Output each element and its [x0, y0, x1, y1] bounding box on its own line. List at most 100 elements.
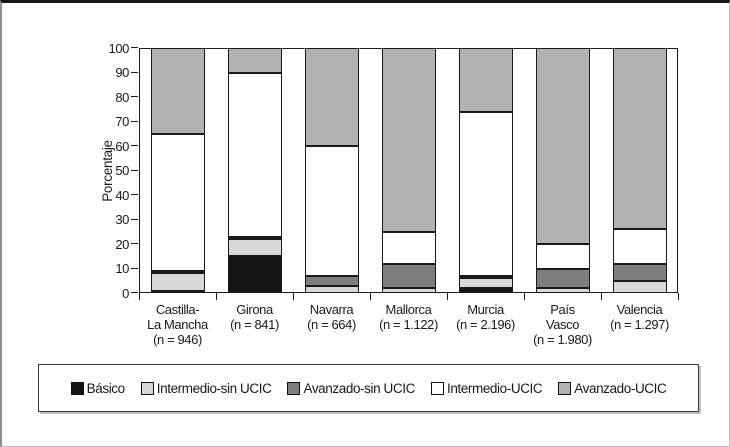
legend-entry: Intermedio-UCIC: [430, 380, 543, 396]
bar-6: [535, 48, 590, 293]
bar-segment: [458, 48, 513, 112]
x-axis-label-line: (n = 1.980): [533, 332, 592, 347]
y-axis-tick: [131, 145, 138, 146]
x-axis-label-line: (n = 841): [230, 317, 279, 332]
legend-entry: Avanzado-UCIC: [558, 380, 667, 396]
x-axis-tick: [677, 293, 679, 300]
bar-segment: [227, 72, 282, 237]
x-axis-tick: [600, 293, 602, 300]
x-axis-tick: [292, 293, 294, 300]
legend-label: Avanzado-UCIC: [574, 380, 667, 396]
y-axis-tick: [131, 292, 138, 293]
x-axis-category-label: Girona (n = 841): [200, 302, 310, 332]
y-axis-tick: [131, 267, 138, 269]
bar-segment: [535, 268, 590, 289]
y-axis-tick: [131, 169, 138, 171]
x-axis-category-label: País Vasco (n = 1.980): [508, 302, 618, 347]
x-axis-category-label: Murcia (n = 2.196): [431, 302, 541, 332]
plot-area: [139, 48, 678, 293]
x-axis-tick: [369, 293, 371, 300]
x-axis-category-label: Navarra (n = 664): [277, 302, 387, 332]
bar-segment: [381, 288, 436, 293]
bar-segment: [458, 111, 513, 276]
bar-2: [227, 48, 282, 293]
legend-entry: Básico: [70, 380, 126, 396]
x-axis-category-label: Mallorca (n = 1.122): [354, 302, 464, 332]
bar-segment: [304, 48, 359, 146]
bar-segment: [612, 229, 667, 264]
x-axis-label-line: La Mancha: [147, 317, 208, 332]
x-axis-label-line: Mallorca: [385, 302, 432, 317]
legend-label: Básico: [86, 380, 126, 396]
bar-segment: [612, 280, 667, 293]
y-axis-tick-label: 20: [115, 236, 129, 252]
bar-segment: [458, 278, 513, 289]
x-axis-label-line: (n = 946): [153, 332, 202, 347]
bar-segment: [458, 288, 513, 293]
x-axis-label-line: Murcia: [467, 302, 504, 317]
x-axis-label-line: País: [550, 302, 575, 317]
bar-segment: [227, 236, 282, 240]
x-axis-label-line: Navarra: [309, 302, 354, 317]
y-axis-tick-label: 0: [122, 285, 129, 301]
x-axis-tick: [523, 293, 525, 300]
bar-segment: [381, 48, 436, 232]
bar-7: [612, 48, 667, 293]
bar-segment: [227, 48, 282, 73]
y-axis-tick-label: 90: [115, 65, 129, 80]
x-axis-category-label: Valencia (n = 1.297): [585, 302, 695, 332]
legend-label: Intermedio-UCIC: [446, 380, 543, 396]
x-axis-label-line: Girona: [236, 302, 273, 317]
x-axis-tick: [446, 293, 448, 300]
y-axis-tick: [131, 194, 138, 195]
y-axis-tick-label: 10: [115, 261, 129, 276]
bar-segment: [150, 48, 205, 134]
legend-label: Intermedio-sin UCIC: [156, 380, 272, 396]
legend-swatch: [287, 381, 301, 395]
y-axis-tick: [131, 120, 138, 122]
bar-segment: [227, 239, 282, 257]
y-axis-tick-label: 50: [115, 163, 129, 178]
y-axis-tick: [131, 47, 138, 48]
bar-segment: [612, 263, 667, 281]
bar-segment: [304, 285, 359, 293]
y-axis-tick-label: 30: [115, 212, 129, 227]
bar-segment: [535, 48, 590, 244]
bar-segment: [535, 244, 590, 269]
y-axis-tick-label: 60: [115, 138, 129, 154]
bar-segment: [304, 146, 359, 276]
y-axis-tick-label: 80: [115, 89, 129, 105]
bar-segment: [381, 231, 436, 264]
x-axis-label-line: (n = 664): [307, 317, 356, 332]
y-axis-tick-label: 70: [115, 114, 129, 129]
legend-label: Avanzado-sin UCIC: [303, 380, 415, 396]
x-axis-category-label: Castilla- La Mancha (n = 946): [123, 302, 233, 347]
bar-4: [381, 48, 436, 293]
x-axis-tick: [215, 293, 217, 300]
y-axis-tick-label: 100: [108, 40, 130, 56]
x-axis-tick: [138, 293, 140, 300]
bar-3: [304, 48, 359, 293]
legend-entry: Intermedio-sin UCIC: [140, 380, 272, 396]
bar-segment: [150, 273, 205, 291]
bar-segment: [458, 275, 513, 279]
x-axis-label-line: Castilla-: [155, 302, 200, 317]
bar-segment: [150, 290, 205, 293]
y-axis-tick: [131, 218, 138, 220]
bar-segment: [381, 263, 436, 289]
bar-segment: [612, 48, 667, 230]
x-axis-label-line: (n = 1.297): [610, 317, 669, 332]
legend-swatch: [430, 381, 444, 395]
bar-segment: [535, 288, 590, 293]
legend-swatch: [70, 381, 84, 395]
bar-segment: [304, 275, 359, 286]
x-axis-label-line: (n = 2.196): [456, 317, 515, 332]
bar-1: [150, 48, 205, 293]
bar-segment: [227, 256, 282, 293]
y-axis-tick: [131, 71, 138, 73]
legend-swatch: [558, 381, 572, 395]
y-axis-tick: [131, 243, 138, 244]
x-axis-label-line: Vasco: [545, 317, 580, 332]
bar-segment: [150, 270, 205, 274]
